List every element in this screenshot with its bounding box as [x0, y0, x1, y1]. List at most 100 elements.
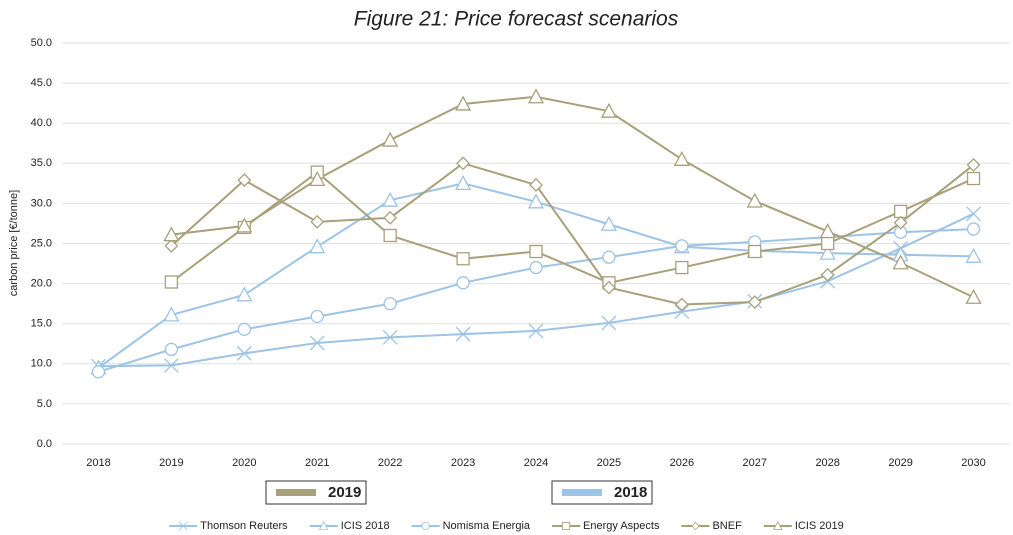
- x-tick-label: 2025: [597, 457, 621, 469]
- data-point: [600, 215, 618, 231]
- legend-marker: [562, 522, 571, 530]
- y-tick-label: 45.0: [31, 77, 52, 89]
- data-point: [309, 238, 326, 254]
- data-point: [821, 236, 835, 251]
- y-tick-label: 40.0: [31, 117, 52, 129]
- y-tick-label: 30.0: [31, 197, 52, 209]
- data-point: [382, 329, 398, 345]
- data-point: [455, 326, 471, 342]
- data-point: [965, 288, 982, 304]
- data-point: [163, 306, 180, 322]
- data-point: [965, 247, 982, 263]
- x-tick-label: 2030: [961, 457, 985, 469]
- x-tick-label: 2021: [305, 457, 329, 469]
- data-point: [164, 342, 179, 357]
- data-point: [236, 217, 253, 233]
- data-point: [600, 102, 618, 118]
- data-point: [454, 174, 472, 190]
- x-tick-label: 2027: [743, 457, 767, 469]
- y-tick-label: 10.0: [31, 358, 52, 370]
- data-point: [237, 322, 251, 336]
- data-point: [310, 309, 324, 324]
- y-tick-label: 0.0: [37, 438, 52, 450]
- y-tick-label: 25.0: [31, 237, 52, 249]
- legend-marker: [691, 521, 700, 531]
- data-point: [674, 304, 690, 320]
- data-point: [164, 238, 179, 253]
- data-point: [602, 250, 616, 264]
- series-line: [170, 170, 974, 284]
- legend-marker: [772, 520, 783, 530]
- y-tick-label: 15.0: [31, 318, 52, 330]
- data-point: [674, 297, 689, 312]
- data-point: [819, 223, 836, 239]
- x-tick-label: 2019: [159, 457, 183, 469]
- y-tick-label: 50.0: [31, 37, 52, 49]
- data-point: [309, 170, 326, 186]
- x-tick-label: 2023: [451, 457, 475, 469]
- data-point: [163, 357, 179, 373]
- data-point: [746, 192, 763, 208]
- x-tick-label: 2029: [888, 457, 912, 469]
- data-point: [529, 178, 543, 192]
- data-point: [456, 252, 470, 266]
- data-point: [164, 275, 179, 289]
- chart-title: Figure 21: Price forecast scenarios: [354, 8, 679, 31]
- data-point: [454, 95, 472, 111]
- data-point: [456, 276, 470, 290]
- x-tick-label: 2022: [378, 457, 402, 469]
- legend-label: Energy Aspects: [583, 520, 660, 532]
- legend-label: ICIS 2018: [341, 520, 390, 532]
- x-tick-label: 2026: [670, 457, 694, 469]
- y-axis-label: carbon price [€/tonne]: [8, 190, 20, 296]
- data-point: [527, 88, 545, 104]
- legend-label: ICIS 2019: [795, 520, 844, 532]
- data-point: [966, 157, 981, 172]
- group-legend-label: 2019: [328, 484, 361, 501]
- y-tick-label: 35.0: [31, 157, 52, 169]
- data-point: [163, 226, 180, 242]
- group-legend-swatch: [562, 489, 602, 496]
- data-point: [382, 131, 399, 147]
- data-point: [892, 254, 909, 270]
- legend-marker: [421, 522, 430, 530]
- x-tick-label: 2018: [86, 457, 110, 469]
- data-point: [383, 296, 397, 311]
- x-tick-label: 2028: [815, 457, 839, 469]
- group-legend-label: 2018: [614, 484, 647, 501]
- data-point: [237, 173, 252, 188]
- group-legend-swatch: [276, 489, 316, 496]
- data-point: [236, 286, 253, 302]
- legend-label: Thomson Reuters: [200, 520, 288, 532]
- y-tick-label: 20.0: [31, 278, 52, 290]
- data-point: [383, 228, 397, 243]
- data-point: [675, 260, 689, 275]
- data-point: [819, 244, 836, 260]
- data-point: [236, 345, 252, 361]
- x-tick-label: 2020: [232, 457, 256, 469]
- data-point: [673, 150, 690, 166]
- y-tick-label: 5.0: [37, 398, 52, 410]
- legend-label: Nomisma Energia: [443, 520, 531, 532]
- data-point: [529, 244, 543, 259]
- legend-label: BNEF: [712, 520, 742, 532]
- data-point: [383, 210, 398, 225]
- legend-marker: [318, 520, 329, 530]
- data-point: [820, 267, 835, 282]
- data-point: [893, 215, 908, 230]
- data-point: [966, 206, 981, 222]
- legend-marker: [178, 521, 188, 531]
- data-point: [310, 214, 325, 229]
- data-point: [528, 323, 544, 339]
- data-point: [966, 171, 981, 186]
- data-point: [91, 365, 106, 379]
- data-point: [893, 204, 908, 219]
- data-point: [966, 222, 981, 236]
- data-point: [456, 156, 470, 171]
- data-point: [527, 193, 545, 209]
- series-line: [171, 95, 974, 299]
- data-point: [675, 239, 689, 253]
- data-point: [382, 191, 399, 207]
